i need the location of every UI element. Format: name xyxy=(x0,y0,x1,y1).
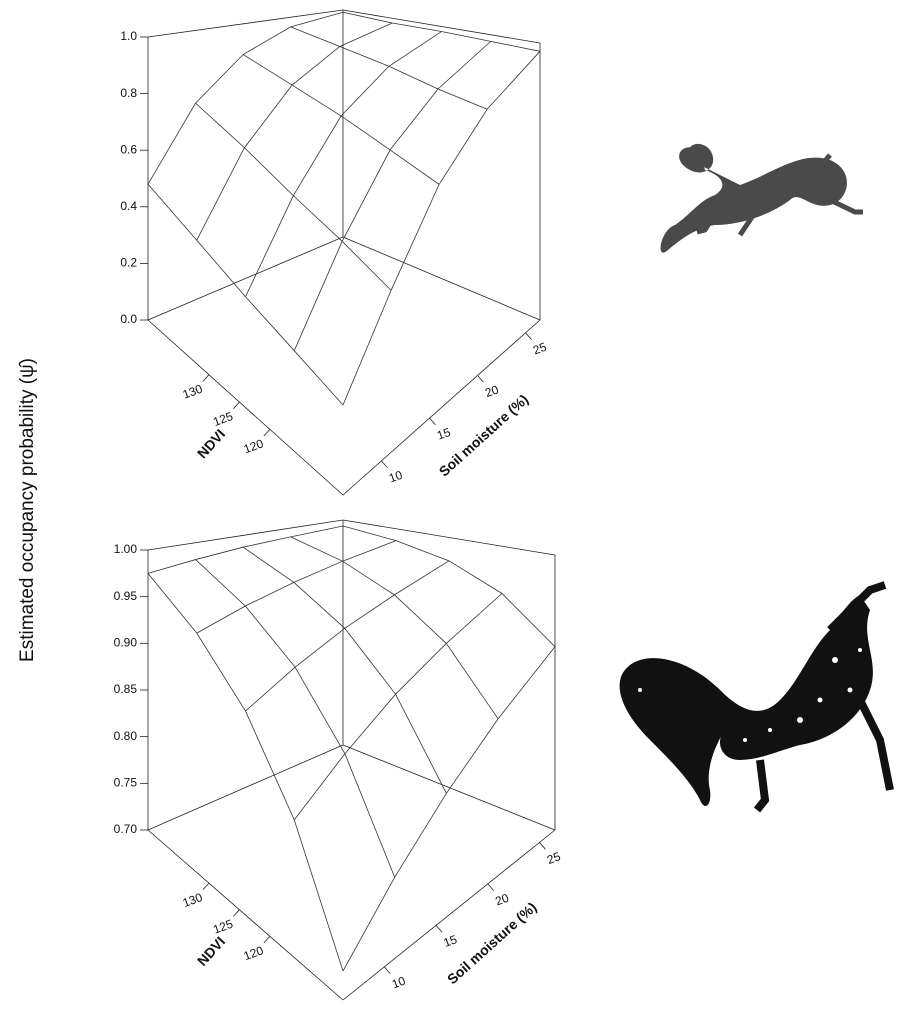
y-tick xyxy=(477,375,484,383)
z-tick-label: 0.70 xyxy=(114,822,138,836)
top-edge xyxy=(342,9,541,44)
x-tick-label: 120 xyxy=(242,943,266,963)
y-tick-label: 25 xyxy=(531,340,549,358)
floor-edge xyxy=(147,236,344,321)
x-tick xyxy=(233,909,240,917)
surface-column xyxy=(242,546,447,794)
y-tick-label: 20 xyxy=(493,891,511,909)
x-tick-label: 120 xyxy=(242,436,266,456)
surface-column xyxy=(342,11,541,52)
y-axis-title: Soil moisture (%) xyxy=(444,899,540,987)
surface-column xyxy=(290,536,499,720)
floor-edge xyxy=(342,744,556,831)
z-tick-label: 0.4 xyxy=(120,199,137,213)
surface-row xyxy=(245,560,450,712)
z-tick-label: 0.85 xyxy=(114,682,138,696)
y-tick xyxy=(539,842,546,850)
z-tick-label: 0.0 xyxy=(120,312,137,326)
salamander-grey xyxy=(660,143,863,253)
surface-column xyxy=(290,26,488,110)
top-edge xyxy=(147,9,344,38)
surface-column xyxy=(342,525,556,647)
z-axis-title: Estimated occupancy probability (ψ̂) xyxy=(17,358,38,662)
surface-row xyxy=(342,51,541,406)
surface-column xyxy=(242,54,440,185)
x-tick xyxy=(202,882,210,891)
floor-edge xyxy=(147,744,344,831)
y-tick xyxy=(429,417,436,426)
x-tick-label: 125 xyxy=(211,409,235,429)
y-tick xyxy=(384,966,391,974)
z-tick-label: 0.6 xyxy=(120,142,137,156)
y-axis xyxy=(342,829,556,1001)
z-tick-label: 0.8 xyxy=(120,86,137,100)
y-tick-label: 15 xyxy=(442,932,460,950)
y-tick xyxy=(435,925,443,933)
x-tick xyxy=(202,374,210,382)
surface-column xyxy=(195,102,392,291)
x-axis-title: NDVI xyxy=(194,426,228,462)
x-tick-label: 130 xyxy=(181,890,205,910)
z-tick-label: 0.95 xyxy=(114,589,138,603)
z-tick-label: 0.80 xyxy=(114,729,138,743)
y-tick-label: 25 xyxy=(545,849,563,867)
y-tick-label: 10 xyxy=(387,468,405,486)
z-tick-label: 0.90 xyxy=(114,636,138,650)
y-tick xyxy=(381,460,388,468)
z-tick-label: 0.75 xyxy=(114,776,138,790)
y-tick-label: 20 xyxy=(483,382,501,400)
x-tick xyxy=(233,401,240,409)
z-tick-label: 0.2 xyxy=(120,256,137,270)
x-tick-label: 130 xyxy=(181,382,205,402)
surface-row xyxy=(245,31,442,297)
x-axis xyxy=(147,829,344,1001)
y-axis xyxy=(342,319,541,496)
y-tick-label: 10 xyxy=(390,974,408,992)
salamander-black xyxy=(619,581,894,813)
z-tick-label: 1.00 xyxy=(114,542,138,556)
x-tick-label: 125 xyxy=(211,917,235,937)
x-axis-title: NDVI xyxy=(194,933,228,969)
surface-row xyxy=(196,540,397,634)
y-tick xyxy=(525,332,532,340)
surface-column xyxy=(147,183,344,406)
top-edge xyxy=(147,519,344,551)
surface-row xyxy=(293,593,503,821)
floor-edge xyxy=(342,236,541,321)
x-axis xyxy=(147,319,344,496)
x-tick xyxy=(263,429,271,437)
x-tick xyxy=(263,935,271,944)
y-tick-label: 15 xyxy=(435,425,453,443)
z-tick-label: 1.0 xyxy=(120,29,137,43)
surface-column xyxy=(195,559,396,878)
y-tick xyxy=(487,883,495,891)
surface-column xyxy=(147,573,344,972)
top-edge xyxy=(342,519,556,556)
surface-row xyxy=(147,525,344,574)
surface-row xyxy=(293,41,492,351)
